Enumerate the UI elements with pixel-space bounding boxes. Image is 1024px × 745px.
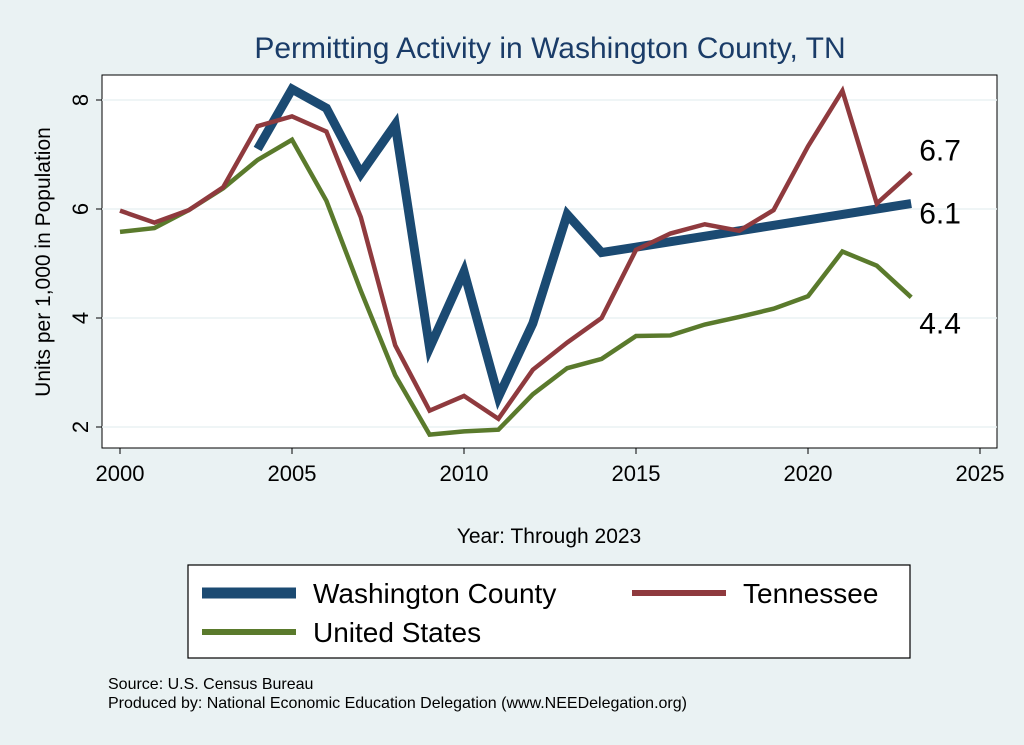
y-tick-label-2: 2 (68, 421, 93, 433)
y-tick-label-6: 6 (68, 203, 93, 215)
x-tick-label-2010: 2010 (440, 461, 489, 486)
producer-note: Produced by: National Economic Education… (108, 695, 687, 712)
legend-label-tennessee: Tennessee (743, 578, 878, 609)
end-label-washington-county: 6.1 (919, 198, 961, 231)
y-tick-label-8: 8 (68, 94, 93, 106)
series-line-united-states (119, 136, 913, 438)
legend: Washington County Tennessee United State… (187, 564, 911, 659)
x-tick-label-2015: 2015 (612, 461, 661, 486)
x-axis-title: Year: Through 2023 (457, 525, 642, 548)
source-note: Source: U.S. Census Bureau (108, 676, 313, 693)
y-tick-label-4: 4 (68, 312, 93, 324)
end-label-united-states: 4.4 (919, 307, 961, 340)
chart-title: Permitting Activity in Washington County… (254, 32, 845, 65)
y-axis-title: Units per 1,000 in Population (32, 127, 55, 397)
legend-box (187, 564, 911, 659)
x-tick-label-2025: 2025 (956, 461, 1005, 486)
series-line-tennessee (119, 85, 913, 422)
gridlines (102, 99, 997, 428)
legend-label-united-states: United States (313, 617, 481, 648)
x-tick-label-2005: 2005 (268, 461, 317, 486)
series-layer (119, 83, 913, 438)
axes: 2 4 6 8 2000 2005 2010 2015 2020 2025 (68, 94, 1004, 486)
end-labels: 6.1 6.7 4.4 (919, 134, 961, 340)
legend-label-washington-county: Washington County (313, 578, 556, 609)
x-tick-label-2020: 2020 (784, 461, 833, 486)
series-line-washington-county (253, 83, 912, 411)
x-tick-label-2000: 2000 (96, 461, 145, 486)
end-label-tennessee: 6.7 (919, 134, 961, 167)
